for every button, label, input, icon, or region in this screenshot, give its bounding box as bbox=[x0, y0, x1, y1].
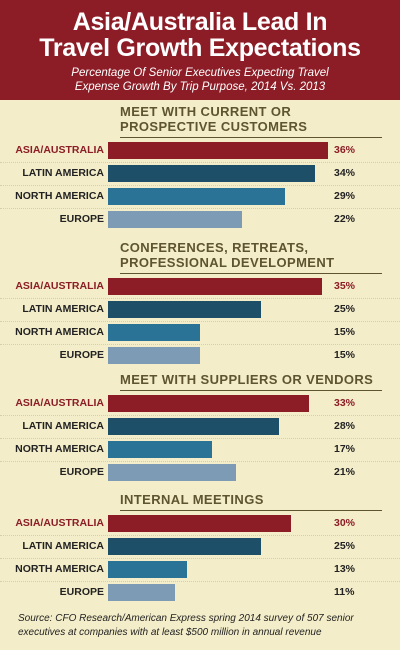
bar-row-asia-australia: ASIA/AUSTRALIA 33% bbox=[0, 394, 400, 414]
bar-north-america bbox=[108, 441, 212, 458]
group-title: MEET WITH SUPPLIERS OR VENDORS bbox=[120, 372, 380, 387]
bar-latin-america bbox=[108, 538, 261, 555]
group-title: CONFERENCES, RETREATS, PROFESSIONAL DEVEL… bbox=[120, 240, 380, 270]
header-banner: Asia/Australia Lead In Travel Growth Exp… bbox=[0, 0, 400, 100]
region-label-europe: EUROPE bbox=[59, 586, 104, 598]
bar-europe bbox=[108, 347, 200, 364]
group-title-underline bbox=[120, 510, 382, 511]
region-label-latin-america: LATIN AMERICA bbox=[22, 540, 104, 552]
group-title-line: PROSPECTIVE CUSTOMERS bbox=[120, 119, 308, 134]
bar-row-latin-america: LATIN AMERICA 25% bbox=[0, 537, 400, 557]
value-label-latin-america: 34% bbox=[334, 167, 356, 179]
title-line-1: Asia/Australia Lead In bbox=[72, 8, 328, 36]
group-title-line: MEET WITH CURRENT OR bbox=[120, 104, 292, 119]
row-separator bbox=[0, 535, 400, 536]
bar-row-north-america: NORTH AMERICA 13% bbox=[0, 560, 400, 580]
value-label-europe: 15% bbox=[334, 349, 356, 361]
group-title: INTERNAL MEETINGS bbox=[120, 492, 380, 507]
value-label-north-america: 17% bbox=[334, 443, 356, 455]
group-title-line: MEET WITH SUPPLIERS OR VENDORS bbox=[120, 372, 374, 387]
bar-asia-australia bbox=[108, 515, 291, 532]
region-label-latin-america: LATIN AMERICA bbox=[22, 167, 104, 179]
region-label-asia-australia: ASIA/AUSTRALIA bbox=[15, 397, 104, 409]
row-separator bbox=[0, 185, 400, 186]
bar-row-north-america: NORTH AMERICA 17% bbox=[0, 440, 400, 460]
value-label-north-america: 13% bbox=[334, 563, 356, 575]
value-label-north-america: 15% bbox=[334, 326, 356, 338]
bar-north-america bbox=[108, 324, 200, 341]
value-label-europe: 22% bbox=[334, 213, 356, 225]
row-separator bbox=[0, 208, 400, 209]
bar-row-europe: EUROPE 15% bbox=[0, 346, 400, 366]
region-label-north-america: NORTH AMERICA bbox=[15, 563, 104, 575]
row-separator bbox=[0, 344, 400, 345]
region-label-north-america: NORTH AMERICA bbox=[15, 326, 104, 338]
bar-north-america bbox=[108, 188, 285, 205]
chart-title: Asia/Australia Lead In Travel Growth Exp… bbox=[0, 0, 400, 61]
value-label-latin-america: 25% bbox=[334, 540, 356, 552]
bar-latin-america bbox=[108, 418, 279, 435]
bar-asia-australia bbox=[108, 142, 328, 159]
region-label-asia-australia: ASIA/AUSTRALIA bbox=[15, 517, 104, 529]
row-separator bbox=[0, 558, 400, 559]
region-label-europe: EUROPE bbox=[59, 349, 104, 361]
bar-row-europe: EUROPE 22% bbox=[0, 210, 400, 230]
region-label-asia-australia: ASIA/AUSTRALIA bbox=[15, 144, 104, 156]
value-label-north-america: 29% bbox=[334, 190, 356, 202]
bar-europe bbox=[108, 211, 242, 228]
subtitle-line-1: Percentage Of Senior Executives Expectin… bbox=[71, 67, 329, 79]
value-label-asia-australia: 35% bbox=[334, 280, 356, 292]
value-label-asia-australia: 36% bbox=[334, 144, 356, 156]
value-label-asia-australia: 30% bbox=[334, 517, 356, 529]
row-separator bbox=[0, 321, 400, 322]
value-label-latin-america: 28% bbox=[334, 420, 356, 432]
value-label-asia-australia: 33% bbox=[334, 397, 356, 409]
bar-latin-america bbox=[108, 165, 315, 182]
row-separator bbox=[0, 162, 400, 163]
bar-row-north-america: NORTH AMERICA 29% bbox=[0, 187, 400, 207]
value-label-latin-america: 25% bbox=[334, 303, 356, 315]
bar-asia-australia bbox=[108, 278, 322, 295]
row-separator bbox=[0, 415, 400, 416]
row-separator bbox=[0, 438, 400, 439]
group-title-underline bbox=[120, 137, 382, 138]
group-title-line: PROFESSIONAL DEVELOPMENT bbox=[120, 255, 335, 270]
bar-latin-america bbox=[108, 301, 261, 318]
group-title: MEET WITH CURRENT OR PROSPECTIVE CUSTOMER… bbox=[120, 104, 380, 134]
bar-row-asia-australia: ASIA/AUSTRALIA 36% bbox=[0, 141, 400, 161]
subtitle-line-2: Expense Growth By Trip Purpose, 2014 Vs.… bbox=[74, 81, 326, 93]
value-label-europe: 21% bbox=[334, 466, 356, 478]
bar-europe bbox=[108, 584, 175, 601]
bar-row-europe: EUROPE 11% bbox=[0, 583, 400, 603]
bar-north-america bbox=[108, 561, 187, 578]
region-label-europe: EUROPE bbox=[59, 466, 104, 478]
bar-row-north-america: NORTH AMERICA 15% bbox=[0, 323, 400, 343]
group-title-underline bbox=[120, 390, 382, 391]
region-label-latin-america: LATIN AMERICA bbox=[22, 303, 104, 315]
source-note: Source: CFO Research/American Express sp… bbox=[18, 613, 354, 638]
title-line-2: Travel Growth Expectations bbox=[39, 34, 361, 62]
bar-asia-australia bbox=[108, 395, 309, 412]
row-separator bbox=[0, 581, 400, 582]
bar-row-asia-australia: ASIA/AUSTRALIA 35% bbox=[0, 277, 400, 297]
row-separator bbox=[0, 461, 400, 462]
region-label-europe: EUROPE bbox=[59, 213, 104, 225]
region-label-north-america: NORTH AMERICA bbox=[15, 190, 104, 202]
bar-europe bbox=[108, 464, 236, 481]
group-title-line: CONFERENCES, RETREATS, bbox=[120, 240, 309, 255]
region-label-north-america: NORTH AMERICA bbox=[15, 443, 104, 455]
bar-row-europe: EUROPE 21% bbox=[0, 463, 400, 483]
region-label-asia-australia: ASIA/AUSTRALIA bbox=[15, 280, 104, 292]
group-title-underline bbox=[120, 273, 382, 274]
region-label-latin-america: LATIN AMERICA bbox=[22, 420, 104, 432]
value-label-europe: 11% bbox=[334, 586, 355, 598]
group-title-line: INTERNAL MEETINGS bbox=[120, 492, 264, 507]
bar-row-latin-america: LATIN AMERICA 34% bbox=[0, 164, 400, 184]
bar-row-latin-america: LATIN AMERICA 28% bbox=[0, 417, 400, 437]
row-separator bbox=[0, 298, 400, 299]
chart-subtitle: Percentage Of Senior Executives Expectin… bbox=[0, 66, 400, 94]
bar-row-asia-australia: ASIA/AUSTRALIA 30% bbox=[0, 514, 400, 534]
bar-row-latin-america: LATIN AMERICA 25% bbox=[0, 300, 400, 320]
